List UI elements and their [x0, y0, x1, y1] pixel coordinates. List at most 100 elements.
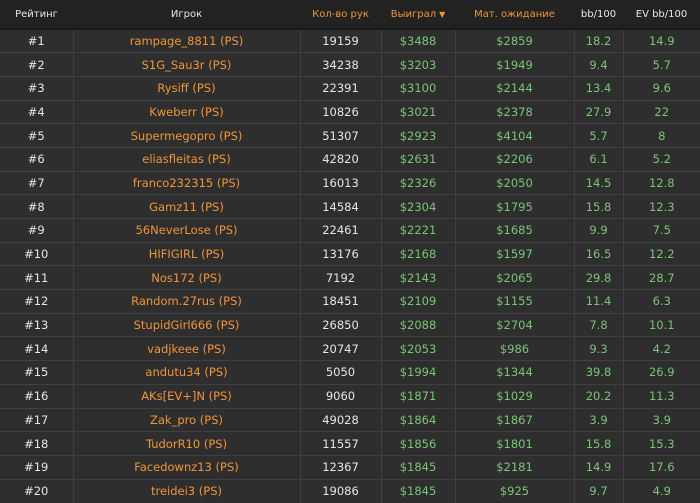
- cell-hands: 22391: [299, 75, 381, 101]
- cell-won: $3203: [380, 52, 455, 77]
- cell-won: $3021: [380, 99, 455, 124]
- table-row: #14 vadjkeee (PS) 20747 $2053 $986 9.3 4.2: [0, 336, 700, 361]
- cell-player[interactable]: StupidGirl666 (PS): [72, 312, 300, 337]
- cell-player[interactable]: Kweberr (PS): [72, 99, 300, 124]
- cell-hands: 10826: [299, 99, 381, 124]
- cell-hands: 13176: [299, 241, 381, 266]
- cell-hands: 19159: [299, 28, 381, 53]
- cell-won: $1845: [380, 454, 455, 480]
- cell-won: $1856: [380, 431, 455, 456]
- cell-hands: 9060: [299, 383, 381, 408]
- cell-ev: $2181: [454, 454, 574, 480]
- cell-ev: $1949: [454, 52, 574, 77]
- table-row: #19 Facedownz13 (PS) 12367 $1845 $2181 14.9 17…: [0, 454, 700, 480]
- cell-evbb100: 3.9: [622, 407, 700, 432]
- cell-rank: #14: [0, 336, 73, 361]
- cell-player[interactable]: Nos172 (PS): [72, 265, 300, 290]
- cell-player[interactable]: 56NeverLose (PS): [72, 218, 300, 243]
- cell-player[interactable]: Zak_pro (PS): [72, 407, 300, 432]
- cell-hands: 42820: [299, 146, 381, 172]
- cell-bb100: 15.8: [573, 194, 623, 219]
- cell-bb100: 13.4: [573, 75, 623, 101]
- cell-player[interactable]: Rysiff (PS): [72, 75, 300, 101]
- cell-won: $2326: [380, 170, 455, 195]
- cell-evbb100: 7.5: [622, 218, 700, 243]
- cell-evbb100: 9.6: [622, 75, 700, 101]
- cell-player[interactable]: HIFIGIRL (PS): [72, 241, 300, 266]
- cell-bb100: 6.1: [573, 146, 623, 172]
- cell-won: $1845: [380, 478, 455, 503]
- cell-won: $1864: [380, 407, 455, 432]
- cell-evbb100: 6.3: [622, 289, 700, 314]
- cell-player[interactable]: Gamz11 (PS): [72, 194, 300, 219]
- cell-ev: $1155: [454, 289, 574, 314]
- cell-rank: #15: [0, 360, 73, 385]
- cell-won: $1994: [380, 360, 455, 385]
- cell-player[interactable]: vadjkeee (PS): [72, 336, 300, 361]
- cell-hands: 19086: [299, 478, 381, 503]
- cell-evbb100: 15.3: [622, 431, 700, 456]
- cell-player[interactable]: franco232315 (PS): [72, 170, 300, 195]
- cell-player[interactable]: TudorR10 (PS): [72, 431, 300, 456]
- cell-player[interactable]: rampage_8811 (PS): [72, 28, 300, 53]
- cell-evbb100: 14.9: [622, 28, 700, 53]
- table-row: #16 AKs[EV+]N (PS) 9060 $1871 $1029 20.2 11.3: [0, 383, 700, 408]
- col-won-sort[interactable]: Выиграл ▼: [381, 0, 455, 30]
- col-evbb100: EV bb/100: [623, 0, 700, 30]
- table-row: #6 eliasfleitas (PS) 42820 $2631 $2206 6.1 5.2: [0, 146, 700, 172]
- cell-hands: 16013: [299, 170, 381, 195]
- cell-won: $2923: [380, 123, 455, 148]
- cell-evbb100: 17.6: [622, 454, 700, 480]
- cell-ev: $1685: [454, 218, 574, 243]
- cell-evbb100: 22: [622, 99, 700, 124]
- cell-player[interactable]: eliasfleitas (PS): [72, 146, 300, 172]
- cell-bb100: 15.8: [573, 431, 623, 456]
- cell-won: $2304: [380, 194, 455, 219]
- table-row: #10 HIFIGIRL (PS) 13176 $2168 $1597 16.5 12.2: [0, 241, 700, 266]
- cell-hands: 5050: [299, 360, 381, 385]
- cell-bb100: 9.3: [573, 336, 623, 361]
- cell-evbb100: 12.3: [622, 194, 700, 219]
- cell-player[interactable]: Facedownz13 (PS): [72, 454, 300, 480]
- cell-bb100: 18.2: [573, 28, 623, 53]
- cell-hands: 49028: [299, 407, 381, 432]
- cell-won: $3488: [380, 28, 455, 53]
- cell-bb100: 14.5: [573, 170, 623, 195]
- col-ev-sort[interactable]: Мат. ожидание: [455, 0, 574, 30]
- cell-evbb100: 5.7: [622, 52, 700, 77]
- cell-rank: #9: [0, 218, 73, 243]
- cell-ev: $2206: [454, 146, 574, 172]
- col-rank: Рейтинг: [0, 0, 73, 30]
- cell-won: $2631: [380, 146, 455, 172]
- cell-rank: #12: [0, 289, 73, 314]
- cell-player[interactable]: treidei3 (PS): [72, 478, 300, 503]
- cell-hands: 14584: [299, 194, 381, 219]
- cell-player[interactable]: S1G_Sau3r (PS): [72, 52, 300, 77]
- cell-rank: #3: [0, 75, 73, 101]
- cell-evbb100: 5.2: [622, 146, 700, 172]
- cell-rank: #11: [0, 265, 73, 290]
- cell-rank: #1: [0, 28, 73, 53]
- cell-player[interactable]: Random.27rus (PS): [72, 289, 300, 314]
- cell-hands: 18451: [299, 289, 381, 314]
- cell-bb100: 11.4: [573, 289, 623, 314]
- cell-ev: $1029: [454, 383, 574, 408]
- cell-won: $3100: [380, 75, 455, 101]
- table-row: #20 treidei3 (PS) 19086 $1845 $925 9.7 4.9: [0, 478, 700, 503]
- cell-player[interactable]: Supermegopro (PS): [72, 123, 300, 148]
- cell-won: $2053: [380, 336, 455, 361]
- cell-evbb100: 8: [622, 123, 700, 148]
- cell-bb100: 27.9: [573, 99, 623, 124]
- cell-won: $2143: [380, 265, 455, 290]
- cell-player[interactable]: AKs[EV+]N (PS): [72, 383, 300, 408]
- cell-hands: 26850: [299, 312, 381, 337]
- cell-bb100: 9.7: [573, 478, 623, 503]
- col-hands-sort[interactable]: Кол-во рук: [300, 0, 381, 30]
- cell-player[interactable]: andutu34 (PS): [72, 360, 300, 385]
- header-row: Рейтинг Игрок Кол-во рук Выиграл ▼ Мат. о…: [0, 0, 700, 30]
- cell-rank: #2: [0, 52, 73, 77]
- cell-bb100: 14.9: [573, 454, 623, 480]
- cell-evbb100: 10.1: [622, 312, 700, 337]
- table-row: #8 Gamz11 (PS) 14584 $2304 $1795 15.8 12.3: [0, 194, 700, 219]
